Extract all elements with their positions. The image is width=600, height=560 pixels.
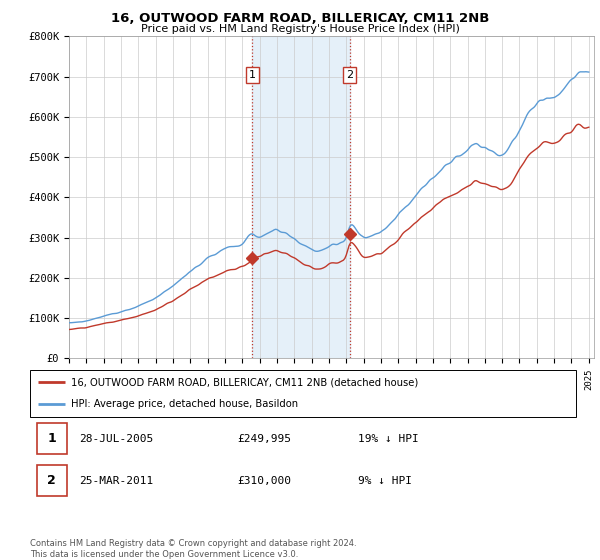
Text: 9% ↓ HPI: 9% ↓ HPI	[358, 476, 412, 486]
Text: 25-MAR-2011: 25-MAR-2011	[79, 476, 154, 486]
Text: Contains HM Land Registry data © Crown copyright and database right 2024.
This d: Contains HM Land Registry data © Crown c…	[30, 539, 356, 559]
Text: HPI: Average price, detached house, Basildon: HPI: Average price, detached house, Basi…	[71, 399, 298, 409]
Bar	[253, 36, 350, 358]
FancyBboxPatch shape	[37, 423, 67, 454]
Text: £249,995: £249,995	[238, 433, 292, 444]
Text: 1: 1	[249, 70, 256, 80]
Text: £310,000: £310,000	[238, 476, 292, 486]
Text: 16, OUTWOOD FARM ROAD, BILLERICAY, CM11 2NB (detached house): 16, OUTWOOD FARM ROAD, BILLERICAY, CM11 …	[71, 377, 418, 388]
Text: 1: 1	[47, 432, 56, 445]
Text: 2: 2	[346, 70, 353, 80]
Text: 16, OUTWOOD FARM ROAD, BILLERICAY, CM11 2NB: 16, OUTWOOD FARM ROAD, BILLERICAY, CM11 …	[111, 12, 489, 25]
Text: 2: 2	[47, 474, 56, 487]
FancyBboxPatch shape	[37, 465, 67, 496]
Text: 28-JUL-2005: 28-JUL-2005	[79, 433, 154, 444]
FancyBboxPatch shape	[30, 370, 576, 417]
Text: 19% ↓ HPI: 19% ↓ HPI	[358, 433, 418, 444]
Text: Price paid vs. HM Land Registry's House Price Index (HPI): Price paid vs. HM Land Registry's House …	[140, 24, 460, 34]
